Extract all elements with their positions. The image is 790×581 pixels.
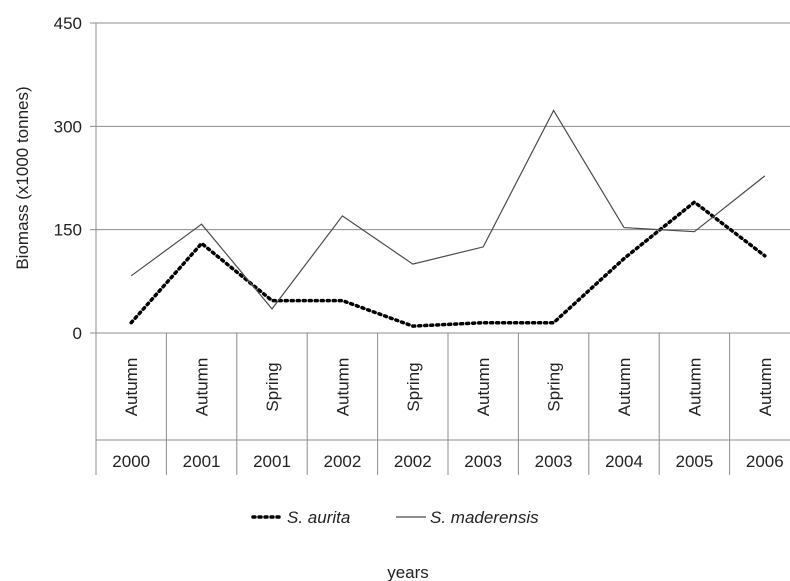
- category-labels: Autumn 2000 Autumn 2001 Spring 2001 Autumn 2002…: [112, 333, 784, 475]
- y-tick-label: 300: [54, 117, 82, 136]
- category-season-label: Spring: [263, 362, 282, 411]
- y-tick-label: 450: [54, 14, 82, 33]
- category-year-label: 2003: [464, 452, 502, 471]
- category-season-label: Autumn: [122, 358, 141, 417]
- y-axis-ticks: 0 150 300 450: [54, 14, 96, 343]
- category-year-label: 2001: [183, 452, 221, 471]
- category-season-label: Autumn: [685, 358, 704, 417]
- x-axis-label: years: [387, 563, 429, 581]
- category-season-label: Spring: [545, 362, 564, 411]
- legend-label: S. aurita: [287, 508, 350, 527]
- category-year-label: 2004: [605, 452, 643, 471]
- category-year-label: 2005: [675, 452, 713, 471]
- category-year-label: 2000: [112, 452, 150, 471]
- legend-label: S. maderensis: [430, 508, 539, 527]
- gridlines: [96, 22, 790, 231]
- category-season-label: Autumn: [615, 358, 634, 417]
- series-line: [130, 109, 766, 310]
- category-season-label: Spring: [404, 362, 423, 411]
- series-line: [129, 199, 767, 328]
- y-axis-label: Biomass (x1000 tonnes): [13, 86, 32, 269]
- category-season-label: Autumn: [333, 358, 352, 417]
- category-season-label: Autumn: [756, 358, 775, 417]
- y-tick-label: 150: [54, 221, 82, 240]
- category-year-label: 2003: [535, 452, 573, 471]
- category-year-label: 2002: [394, 452, 432, 471]
- category-year-label: 2006: [746, 452, 784, 471]
- category-year-label: 2002: [323, 452, 361, 471]
- y-tick-label: 0: [73, 324, 82, 343]
- category-year-label: 2001: [253, 452, 291, 471]
- series-lines: [129, 109, 767, 328]
- category-season-label: Autumn: [474, 358, 493, 417]
- category-season-label: Autumn: [193, 358, 212, 417]
- legend: S. aurita S. maderensis: [251, 508, 539, 527]
